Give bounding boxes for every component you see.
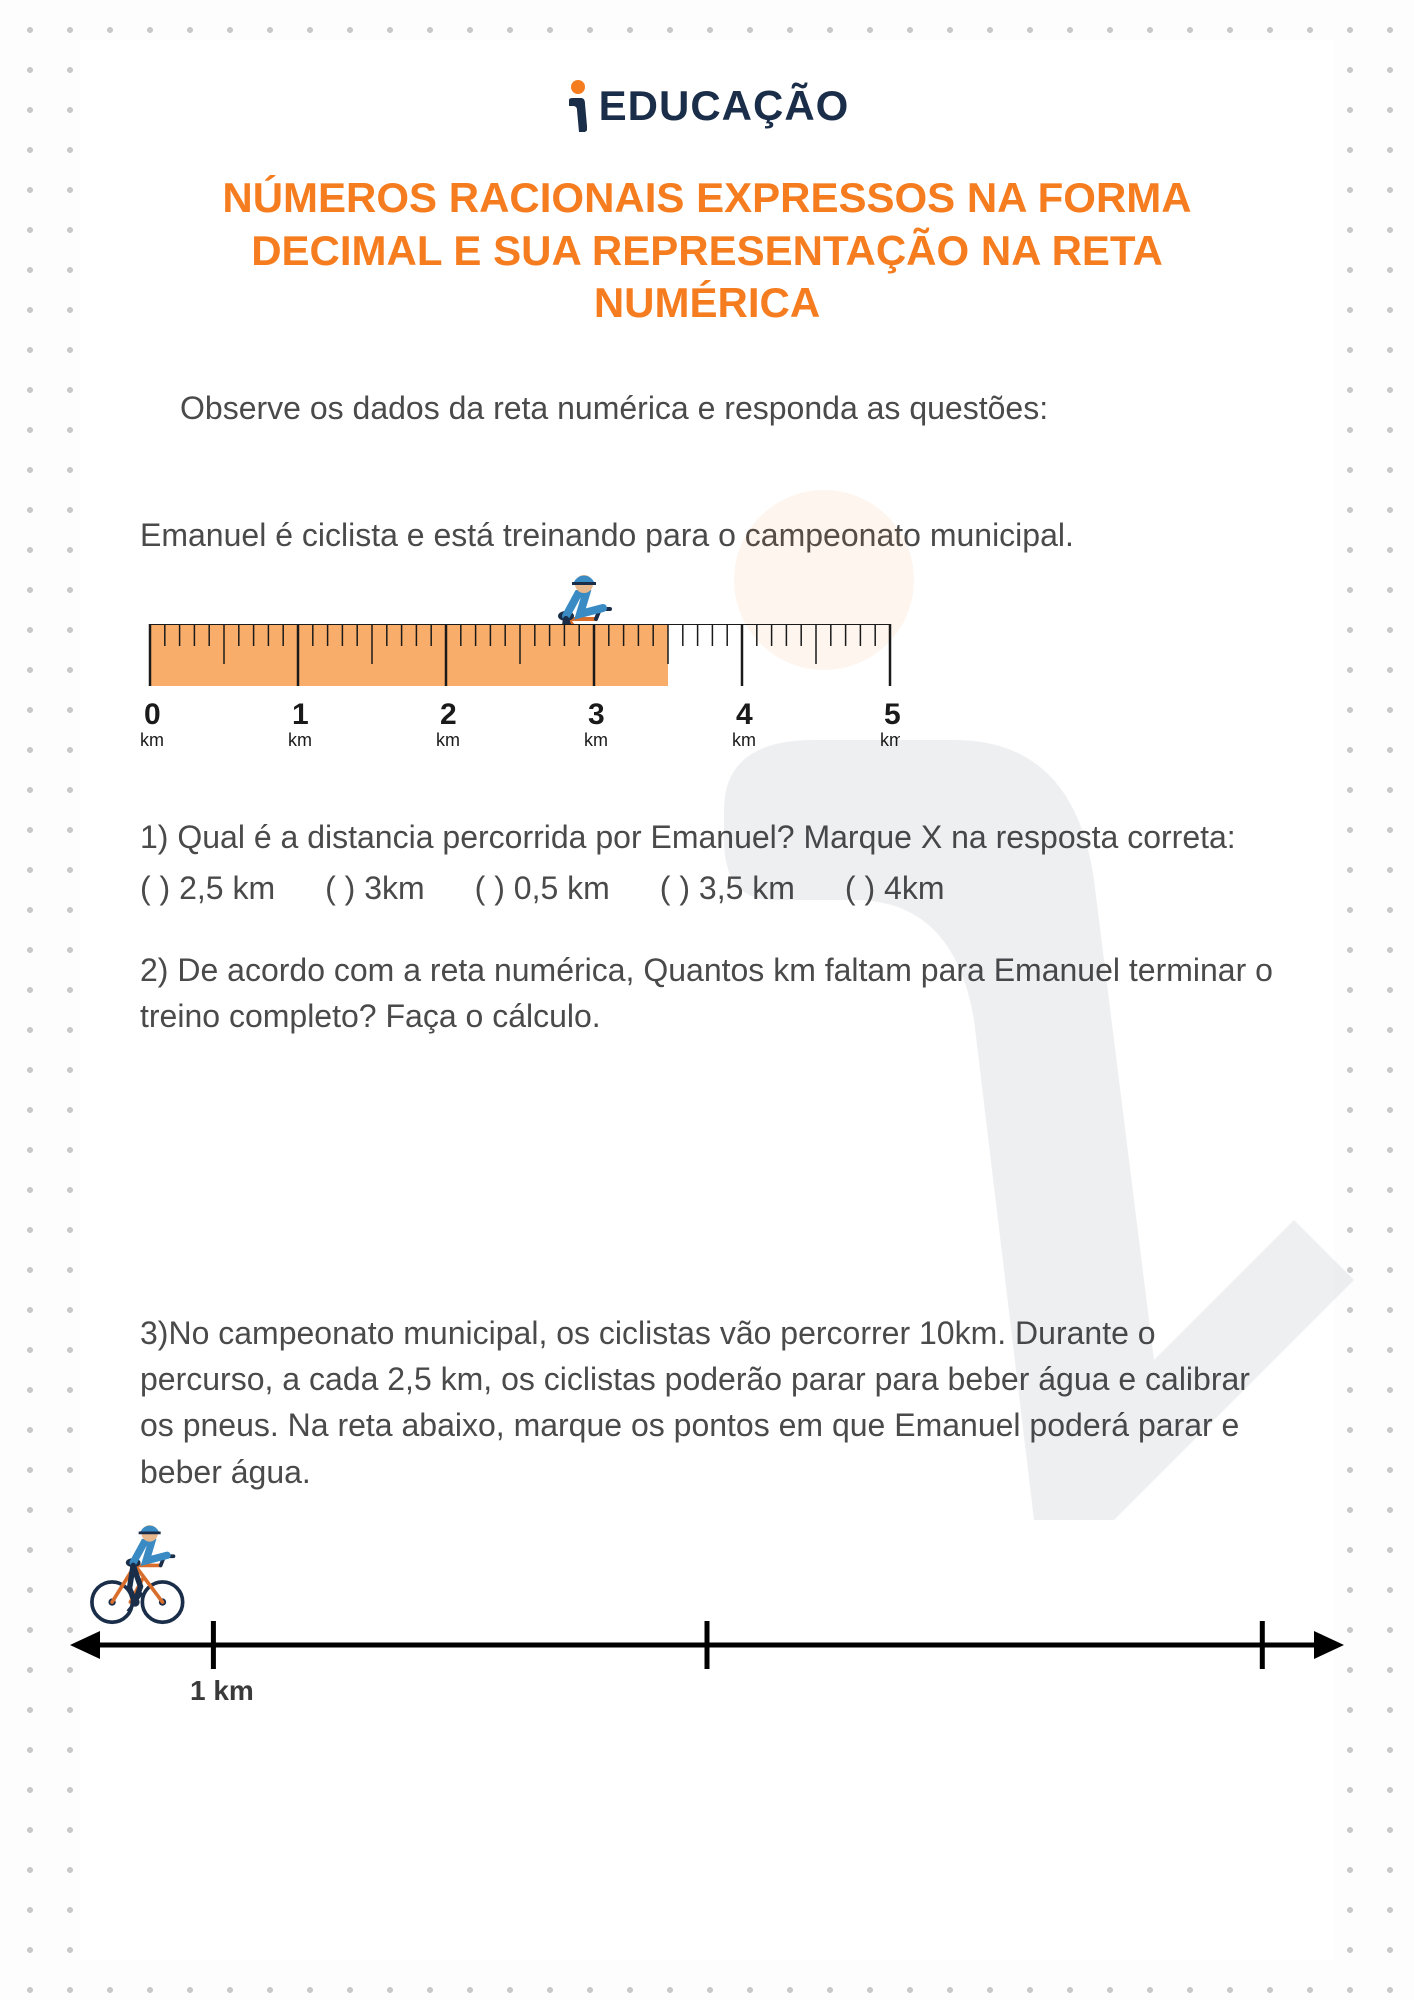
svg-text:km: km (584, 730, 608, 750)
bottom-number-line: 1 km (60, 1525, 1354, 1725)
svg-text:km: km (436, 730, 460, 750)
svg-text:5: 5 (884, 698, 900, 731)
answer-space-q2 (140, 1050, 1274, 1310)
svg-text:km: km (288, 730, 312, 750)
brand-name: EDUCAÇÃO (599, 82, 850, 130)
cyclist-icon-2 (80, 1515, 190, 1625)
number-line-svg (60, 1615, 1354, 1685)
svg-text:4: 4 (736, 698, 753, 731)
option-b[interactable]: ( ) 3km (325, 870, 425, 907)
ruler-svg: 0km1km2km3km4km5km (140, 624, 900, 784)
brand-logo: EDUCAÇÃO (140, 80, 1274, 132)
svg-text:1: 1 (292, 698, 309, 731)
question-1-text: 1) Qual é a distancia percorrida por Ema… (140, 814, 1274, 860)
instruction-text: Observe os dados da reta numérica e resp… (140, 390, 1274, 427)
worksheet-page: EDUCAÇÃO NÚMEROS RACIONAIS EXPRESSOS NA … (80, 40, 1334, 1960)
option-d[interactable]: ( ) 3,5 km (660, 870, 795, 907)
svg-text:2: 2 (440, 698, 457, 731)
svg-text:km: km (880, 730, 900, 750)
logo-i-icon (565, 80, 591, 132)
ruler-diagram: 0km1km2km3km4km5km (140, 564, 940, 784)
svg-text:km: km (140, 730, 164, 750)
option-c[interactable]: ( ) 0,5 km (475, 870, 610, 907)
svg-text:3: 3 (588, 698, 605, 731)
question-1-options: ( ) 2,5 km ( ) 3km ( ) 0,5 km ( ) 3,5 km… (140, 870, 1274, 907)
option-e[interactable]: ( ) 4km (845, 870, 945, 907)
svg-text:0: 0 (144, 698, 161, 731)
worksheet-title: NÚMEROS RACIONAIS EXPRESSOS NA FORMA DEC… (140, 172, 1274, 330)
context-text: Emanuel é ciclista e está treinando para… (140, 517, 1274, 554)
label-1km: 1 km (190, 1675, 254, 1707)
option-a[interactable]: ( ) 2,5 km (140, 870, 275, 907)
svg-text:km: km (732, 730, 756, 750)
question-2-text: 2) De acordo com a reta numérica, Quanto… (140, 947, 1274, 1040)
question-3-text: 3)No campeonato municipal, os ciclistas … (140, 1310, 1274, 1496)
